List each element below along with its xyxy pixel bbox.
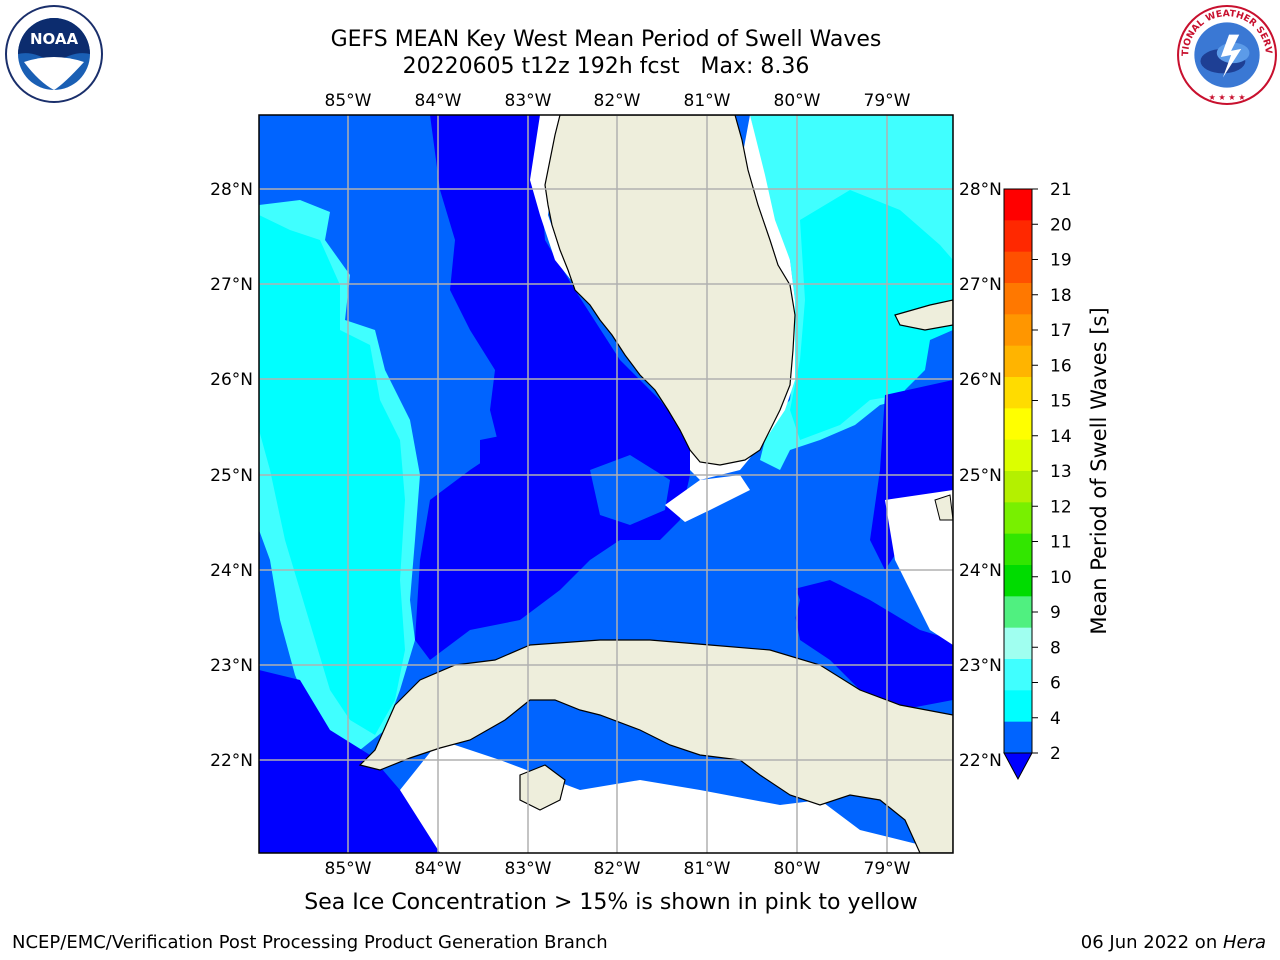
colorbar-tick-label: 12: [1050, 497, 1072, 517]
land-isla-de-la-juventud: [519, 764, 566, 811]
colorbar-segment: [1004, 596, 1032, 629]
lon-label-bottom: 81°W: [684, 859, 731, 879]
colorbar-tick-label: 2: [1050, 744, 1061, 764]
lat-label-right: 28°N: [959, 180, 1002, 200]
colorbar-tick-label: 15: [1050, 392, 1072, 412]
credit-machine: Hera: [1222, 932, 1266, 953]
lon-label-top: 81°W: [684, 91, 731, 111]
colorbar-tick-label: 4: [1050, 709, 1061, 729]
colorbar-tick-label: 18: [1050, 286, 1072, 306]
lat-label-right: 24°N: [959, 561, 1002, 581]
colorbar-tick-label: 13: [1050, 462, 1072, 482]
colorbar-segment: [1004, 439, 1032, 472]
title-line-2: 20220605 t12z 192h fcst Max: 8.36: [402, 54, 810, 79]
swell-region-straits-mid: [650, 540, 800, 650]
colorbar-tick-label: 21: [1050, 180, 1072, 200]
sea-ice-note: Sea Ice Concentration > 15% is shown in …: [304, 890, 918, 915]
colorbar-segment: [1004, 345, 1032, 378]
lat-label-left: 22°N: [210, 751, 253, 771]
svg-text:★ ★ ★ ★: ★ ★ ★ ★: [1208, 92, 1245, 102]
lon-label-bottom: 82°W: [594, 859, 641, 879]
colorbar-title: Mean Period of Swell Waves [s]: [1087, 307, 1111, 634]
credit-branch: NCEP/EMC/Verification Post Processing Pr…: [12, 932, 608, 953]
no-data-gulf-coast: [530, 115, 575, 285]
colorbar-segment: [1004, 721, 1032, 754]
colorbar-segment: [1004, 314, 1032, 347]
lat-label-left: 26°N: [210, 370, 253, 390]
colorbar-segment: [1004, 627, 1032, 660]
lon-label-bottom: 84°W: [415, 859, 462, 879]
lon-label-top: 79°W: [864, 91, 911, 111]
lat-label-left: 27°N: [210, 275, 253, 295]
colorbar-segment: [1004, 189, 1032, 221]
lon-label-bottom: 83°W: [505, 859, 552, 879]
colorbar-tick-label: 10: [1050, 568, 1072, 588]
colorbar-segment: [1004, 251, 1032, 284]
nws-logo: NATIONAL WEATHER SERVICE ★ ★ ★ ★: [1176, 4, 1277, 105]
map-frame: [258, 114, 954, 854]
lat-label-right: 26°N: [959, 370, 1002, 390]
colorbar-segment: [1004, 502, 1032, 535]
swell-region-southwest-deep: [259, 670, 440, 853]
colorbar-segment: [1004, 408, 1032, 441]
colorbar-tick-label: 16: [1050, 356, 1072, 376]
swell-region-central-deep-2: [480, 430, 540, 560]
lat-label-left: 25°N: [210, 466, 253, 486]
swell-region-bahamas-deep: [790, 580, 953, 710]
colorbar-segment: [1004, 659, 1032, 691]
credit-date: 06 Jun 2022 on Hera: [1081, 932, 1266, 953]
no-data-bahamas-east: [885, 490, 953, 645]
noaa-logo: NOAA: [5, 5, 103, 103]
lon-label-bottom: 79°W: [864, 859, 911, 879]
swell-region-atlantic-cyan: [790, 190, 953, 440]
colorbar-tick-label: 11: [1050, 533, 1072, 553]
land-grand-bahama: [894, 299, 953, 331]
colorbar-under-extension: [1003, 752, 1033, 781]
noaa-logo-text: NOAA: [30, 30, 79, 48]
lat-label-right: 27°N: [959, 275, 1002, 295]
colorbar-tick-label: 8: [1050, 638, 1061, 658]
lat-label-left: 23°N: [210, 656, 253, 676]
colorbar-segment: [1004, 220, 1032, 253]
lat-label-right: 22°N: [959, 751, 1002, 771]
colorbar-tick-label: 17: [1050, 321, 1072, 341]
lon-label-top: 82°W: [594, 91, 641, 111]
credit-date-text: 06 Jun 2022 on: [1080, 932, 1223, 953]
lat-label-right: 23°N: [959, 656, 1002, 676]
colorbar-tick-label: 20: [1050, 215, 1072, 235]
colorbar-segment: [1004, 533, 1032, 566]
swell-region-keys-blue: [590, 455, 670, 525]
lat-label-left: 24°N: [210, 561, 253, 581]
land-florida: [544, 115, 796, 466]
grid-lines: [259, 115, 953, 853]
colorbar-segment: [1004, 377, 1032, 409]
colorbar-segment: [1004, 283, 1032, 315]
title-line-1: GEFS MEAN Key West Mean Period of Swell …: [330, 27, 882, 52]
land-andros: [934, 494, 953, 521]
chart-title: GEFS MEAN Key West Mean Period of Swell …: [256, 26, 956, 80]
lon-label-top: 84°W: [415, 91, 462, 111]
colorbar-tick-label: 19: [1050, 251, 1072, 271]
lon-label-bottom: 80°W: [774, 859, 821, 879]
lon-label-bottom: 85°W: [325, 859, 372, 879]
land-cuba: [358, 639, 953, 853]
no-data-south: [400, 740, 953, 853]
lat-label-left: 28°N: [210, 180, 253, 200]
lon-label-top: 83°W: [505, 91, 552, 111]
lon-label-top: 85°W: [325, 91, 372, 111]
lon-label-top: 80°W: [774, 91, 821, 111]
colorbar-tick-label: 6: [1050, 674, 1061, 694]
lat-label-right: 25°N: [959, 466, 1002, 486]
colorbar-segment: [1004, 565, 1032, 597]
colorbar: 21 20 19 18 17 16 15 14 13 12 11 10 9 8 6 4 2: [1003, 180, 1072, 781]
colorbar-tick-label: 9: [1050, 603, 1061, 623]
colorbar-segment: [1004, 690, 1032, 723]
colorbar-segment: [1004, 471, 1032, 503]
map-area: [259, 115, 953, 853]
colorbar-tick-label: 14: [1050, 427, 1072, 447]
